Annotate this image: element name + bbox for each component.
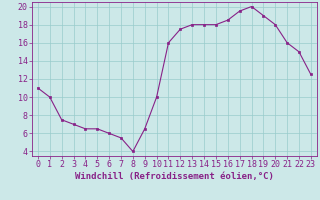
X-axis label: Windchill (Refroidissement éolien,°C): Windchill (Refroidissement éolien,°C) (75, 172, 274, 181)
